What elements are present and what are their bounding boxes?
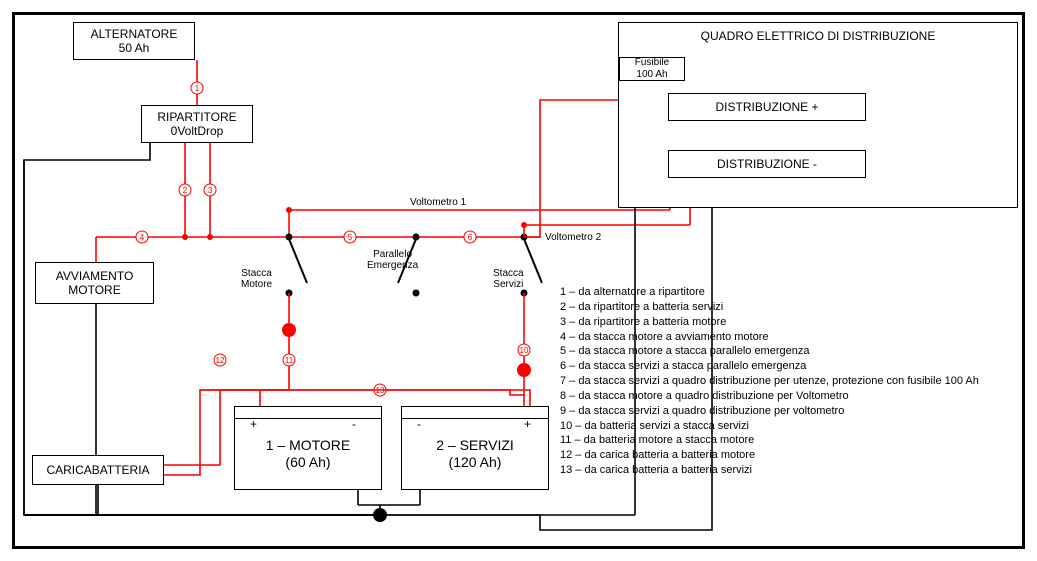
bat1-cap: (60 Ah) (285, 454, 330, 471)
legend-2: 2 – da ripartitore a batteria servizi (560, 300, 979, 315)
legend-5: 5 – da stacca motore a stacca parallelo … (560, 344, 979, 359)
legend-8: 8 – da stacca motore a quadro distribuzi… (560, 389, 979, 404)
box-caricabatteria: CARICABATTERIA (32, 455, 164, 485)
ripartitore-l1: RIPARTITORE (157, 110, 236, 124)
svg-text:5: 5 (348, 233, 353, 242)
bat1-title: 1 – MOTORE (266, 437, 351, 454)
legend-13: 13 – da carica batteria a batteria servi… (560, 463, 979, 478)
box-ripartitore: RIPARTITORE 0VoltDrop (141, 105, 253, 143)
avviamento-l2: MOTORE (68, 283, 120, 297)
legend-12: 12 – da carica batteria a batteria motor… (560, 448, 979, 463)
legend-7: 7 – da stacca servizi a quadro distribuz… (560, 374, 979, 389)
box-fusibile: Fusibile 100 Ah (619, 57, 685, 81)
box-alternatore: ALTERNATORE 50 Ah (73, 22, 195, 60)
alternatore-l2: 50 Ah (119, 41, 150, 55)
ripartitore-l2: 0VoltDrop (171, 124, 224, 138)
dist-neg-label: DISTRIBUZIONE - (717, 157, 817, 171)
svg-text:12: 12 (216, 356, 225, 365)
label-parallelo: Parallelo Emergenza (367, 249, 418, 271)
bat2-cap: (120 Ah) (449, 454, 502, 471)
bat1-minus: - (352, 417, 356, 431)
fusibile-l1: Fusibile (635, 57, 669, 69)
bat2-title: 2 – SERVIZI (436, 437, 514, 454)
avviamento-l1: AVVIAMENTO (56, 269, 134, 283)
legend-4: 4 – da stacca motore a avviamento motore (560, 330, 979, 345)
svg-text:2: 2 (183, 186, 188, 195)
label-volt1: Voltometro 1 (410, 197, 466, 208)
box-dist-neg: DISTRIBUZIONE - (668, 150, 866, 178)
dist-pos-label: DISTRIBUZIONE + (715, 100, 818, 114)
legend-11: 11 – da batteria motore a stacca motore (560, 433, 979, 448)
box-dist-pos: DISTRIBUZIONE + (668, 93, 866, 121)
bat2-minus: - (417, 417, 421, 431)
legend-3: 3 – da ripartitore a batteria motore (560, 315, 979, 330)
bat2-plus: + (524, 417, 531, 431)
svg-text:6: 6 (468, 233, 473, 242)
alternatore-l1: ALTERNATORE (91, 27, 178, 41)
label-stacca-motore: Stacca Motore (241, 268, 272, 290)
legend-6: 6 – da stacca servizi a stacca parallelo… (560, 359, 979, 374)
bat1-plus: + (250, 417, 257, 431)
fusibile-l2: 100 Ah (636, 69, 667, 81)
label-stacca-servizi: Stacca Servizi (493, 268, 524, 290)
svg-text:4: 4 (140, 233, 145, 242)
caricabatteria-l1: CARICABATTERIA (46, 463, 149, 477)
svg-text:11: 11 (285, 356, 294, 365)
svg-text:1: 1 (195, 84, 200, 93)
box-avviamento: AVVIAMENTO MOTORE (35, 262, 154, 304)
legend-1: 1 – da alternatore a ripartitore (560, 285, 979, 300)
legend: 1 – da alternatore a ripartitore 2 – da … (560, 285, 979, 478)
legend-10: 10 – da batteria servizi a stacca serviz… (560, 419, 979, 434)
svg-text:3: 3 (208, 186, 213, 195)
legend-9: 9 – da stacca servizi a quadro distribuz… (560, 404, 979, 419)
quadro-title: QUADRO ELETTRICO DI DISTRIBUZIONE (701, 29, 936, 43)
label-volt2: Voltometro 2 (545, 232, 601, 243)
svg-text:10: 10 (520, 346, 529, 355)
